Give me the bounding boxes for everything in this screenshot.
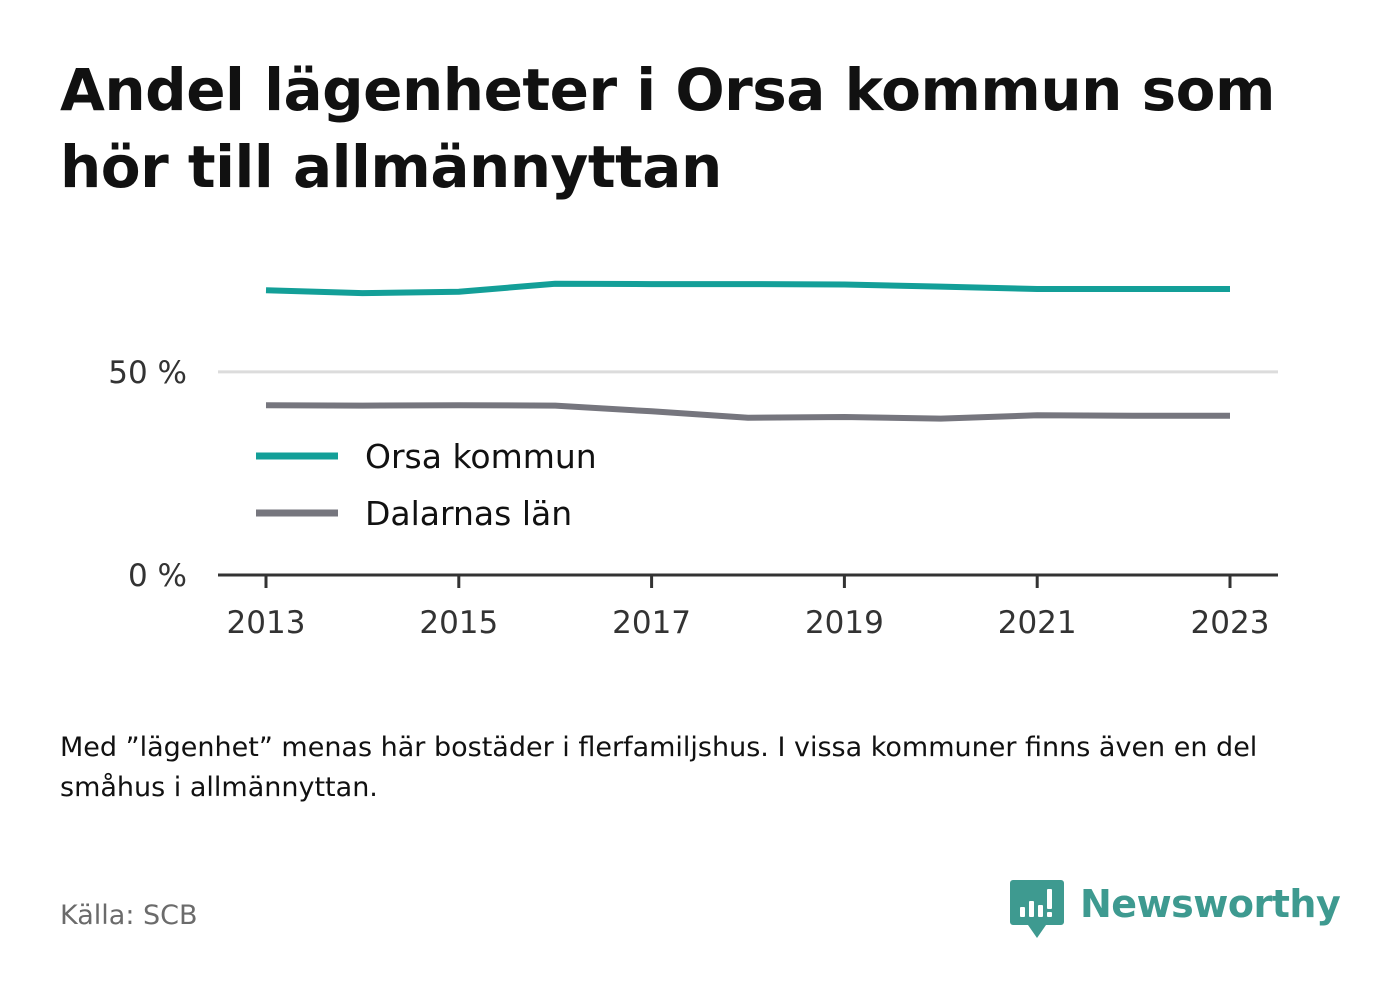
chart-title: Andel lägenheter i Orsa kommun som hör t… xyxy=(60,56,1275,201)
x-tick-label: 2023 xyxy=(1191,605,1270,641)
source-credit: Källa: SCB xyxy=(60,900,198,931)
chart-note: Med ”lägenhet” menas här bostäder i fler… xyxy=(60,732,1258,803)
legend-background xyxy=(238,432,630,544)
legend-label: Dalarnas län xyxy=(365,494,572,533)
x-tick-label: 2021 xyxy=(998,605,1077,641)
x-tick-label: 2019 xyxy=(805,605,884,641)
x-tick-label: 2013 xyxy=(227,605,306,641)
series-line-0 xyxy=(265,280,1230,297)
line-chart: 0 % 50 % Orsa kommun Dalarnas län 2013 2015… xyxy=(108,280,1278,641)
x-axis: 2013 2015 2017 2019 2021 2023 xyxy=(218,573,1278,641)
y-tick-label: 50 % xyxy=(108,355,187,391)
y-tick-label: 0 % xyxy=(128,558,187,594)
brand-logo: Newsworthy xyxy=(1010,878,1341,942)
legend-label: Orsa kommun xyxy=(365,437,597,476)
series-line-1 xyxy=(265,402,1230,422)
bar-chart-speech-bubble-icon xyxy=(1010,880,1064,938)
legend: Orsa kommun Dalarnas län xyxy=(238,432,630,544)
x-tick-label: 2017 xyxy=(612,605,691,641)
x-tick-label: 2015 xyxy=(419,605,498,641)
brand-name: Newsworthy xyxy=(1080,882,1341,926)
series-lines xyxy=(265,280,1230,422)
y-axis-ticks: 0 % 50 % xyxy=(108,355,187,594)
